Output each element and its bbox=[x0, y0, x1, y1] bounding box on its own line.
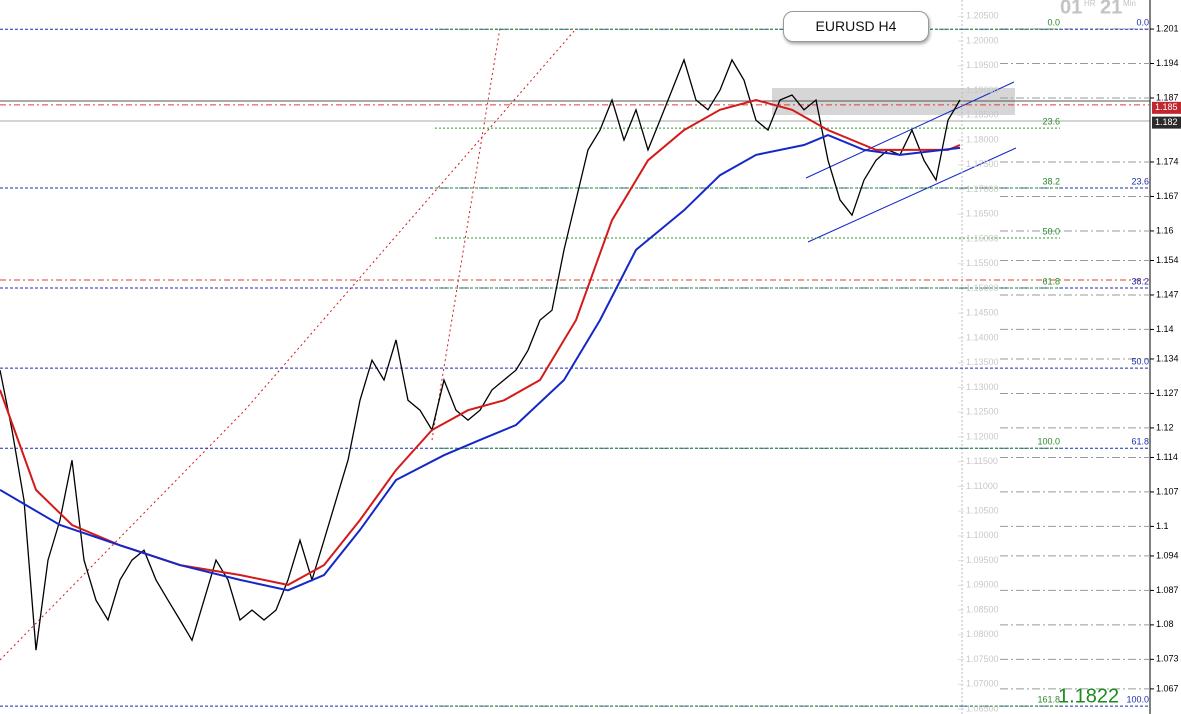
chart-title: EURUSD H4 bbox=[783, 11, 929, 42]
price-marker-label: 1.182 bbox=[1155, 117, 1178, 127]
y-tick-label: 1.12000 bbox=[966, 431, 999, 441]
y2-tick-label: 1.194 bbox=[1156, 58, 1179, 68]
y2-tick-label: 1.147 bbox=[1156, 289, 1179, 299]
countdown-hours-unit: HR bbox=[1084, 0, 1096, 8]
y-tick-label: 1.14000 bbox=[966, 332, 999, 342]
countdown-minutes-unit: Min bbox=[1123, 0, 1136, 8]
fib-label: 100.0 bbox=[1037, 437, 1060, 447]
y2-tick-label: 1.167 bbox=[1156, 191, 1179, 201]
channel-line bbox=[807, 147, 1017, 243]
y-tick-label: 1.20500 bbox=[966, 11, 999, 21]
fib-label: 0.0 bbox=[1047, 18, 1060, 28]
y-tick-label: 1.12500 bbox=[966, 407, 999, 417]
fib-label: 23.6 bbox=[1042, 117, 1060, 127]
y-tick-label: 1.17000 bbox=[966, 184, 999, 194]
lines-layer bbox=[0, 15, 1154, 710]
y2-tick-label: 1.087 bbox=[1156, 585, 1179, 595]
price-line bbox=[0, 57, 961, 651]
trend-line bbox=[431, 27, 501, 441]
price-line bbox=[0, 134, 961, 592]
y-tick-label: 1.10500 bbox=[966, 506, 999, 516]
y-tick-label: 1.16500 bbox=[966, 209, 999, 219]
y-tick-label: 1.16000 bbox=[966, 233, 999, 243]
y-tick-label: 1.15500 bbox=[966, 258, 999, 268]
y2-tick-label: 1.14 bbox=[1156, 324, 1174, 334]
countdown-minutes: 21 bbox=[1100, 0, 1122, 18]
y2-tick-label: 1.08 bbox=[1156, 619, 1174, 629]
fib-label: 50.0 bbox=[1042, 226, 1060, 236]
y-tick-label: 1.13500 bbox=[966, 357, 999, 367]
fib-label: 100.0 bbox=[1126, 694, 1149, 704]
y2-tick-label: 1.134 bbox=[1156, 353, 1179, 363]
fib-label: 50.0 bbox=[1131, 357, 1149, 367]
price-display: 1.1822 bbox=[1058, 685, 1119, 707]
fib-label: 61.8 bbox=[1131, 437, 1149, 447]
y-tick-label: 1.15000 bbox=[966, 283, 999, 293]
y-tick-label: 1.09500 bbox=[966, 555, 999, 565]
y-tick-label: 1.08000 bbox=[966, 629, 999, 639]
price-marker-label: 1.185 bbox=[1155, 102, 1178, 112]
y-tick-label: 1.07000 bbox=[966, 679, 999, 689]
y2-tick-label: 1.154 bbox=[1156, 255, 1179, 265]
y2-tick-label: 1.067 bbox=[1156, 683, 1179, 693]
y2-tick-label: 1.073 bbox=[1156, 654, 1179, 664]
fib-label: 0.0 bbox=[1136, 18, 1149, 28]
y-tick-label: 1.08500 bbox=[966, 604, 999, 614]
y2-tick-label: 1.094 bbox=[1156, 550, 1179, 560]
y-tick-label: 1.07500 bbox=[966, 654, 999, 664]
fib-label: 38.2 bbox=[1131, 276, 1149, 286]
y2-tick-label: 1.1 bbox=[1156, 521, 1169, 531]
series-layer bbox=[0, 57, 961, 651]
y-tick-label: 1.19500 bbox=[966, 60, 999, 70]
fib-label: 61.8 bbox=[1042, 276, 1060, 286]
labels-layer: 1.20500 1.20000 1.19500 1.19000 1.18500 1.180… bbox=[966, 11, 1181, 713]
y-tick-label: 1.11000 bbox=[966, 481, 998, 491]
y2-tick-label: 1.127 bbox=[1156, 388, 1179, 398]
price-marker bbox=[1152, 116, 1181, 129]
y2-tick-label: 1.12 bbox=[1156, 422, 1174, 432]
price-marker bbox=[1152, 101, 1181, 114]
fib-label: 38.2 bbox=[1042, 176, 1060, 186]
y2-tick-label: 1.107 bbox=[1156, 486, 1179, 496]
y-tick-label: 1.18000 bbox=[966, 134, 999, 144]
countdown-hours: 01 bbox=[1060, 0, 1082, 18]
y-tick-label: 1.11500 bbox=[966, 456, 998, 466]
y-tick-label: 1.14500 bbox=[966, 308, 999, 318]
fib-label: 161.8 bbox=[1037, 694, 1060, 704]
trend-line bbox=[244, 29, 576, 411]
y-tick-label: 1.19000 bbox=[966, 85, 999, 95]
trend-line bbox=[0, 409, 246, 661]
price-line bbox=[0, 98, 961, 586]
channel-line bbox=[805, 81, 1015, 179]
y-tick-label: 1.17500 bbox=[966, 159, 999, 169]
y-tick-label: 1.09000 bbox=[966, 580, 999, 590]
y2-tick-label: 1.174 bbox=[1156, 156, 1179, 166]
y-tick-label: 1.18500 bbox=[966, 110, 999, 120]
y-tick-label: 1.20000 bbox=[966, 35, 999, 45]
y2-tick-label: 1.16 bbox=[1156, 225, 1174, 235]
y2-tick-label: 1.201 bbox=[1156, 23, 1179, 33]
fib-label: 23.6 bbox=[1131, 176, 1149, 186]
y-tick-label: 1.06500 bbox=[966, 703, 999, 713]
y2-tick-label: 1.187 bbox=[1156, 92, 1179, 102]
y2-tick-label: 1.114 bbox=[1156, 452, 1178, 462]
y-tick-label: 1.13000 bbox=[966, 382, 999, 392]
y-tick-label: 1.10000 bbox=[966, 530, 999, 540]
